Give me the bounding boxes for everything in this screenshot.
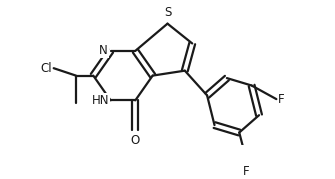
Text: Cl: Cl <box>40 62 52 75</box>
Text: F: F <box>278 93 285 106</box>
Text: S: S <box>164 6 171 19</box>
Text: F: F <box>243 165 250 178</box>
Text: HN: HN <box>92 94 109 107</box>
Text: O: O <box>131 134 140 147</box>
Text: N: N <box>99 44 108 57</box>
